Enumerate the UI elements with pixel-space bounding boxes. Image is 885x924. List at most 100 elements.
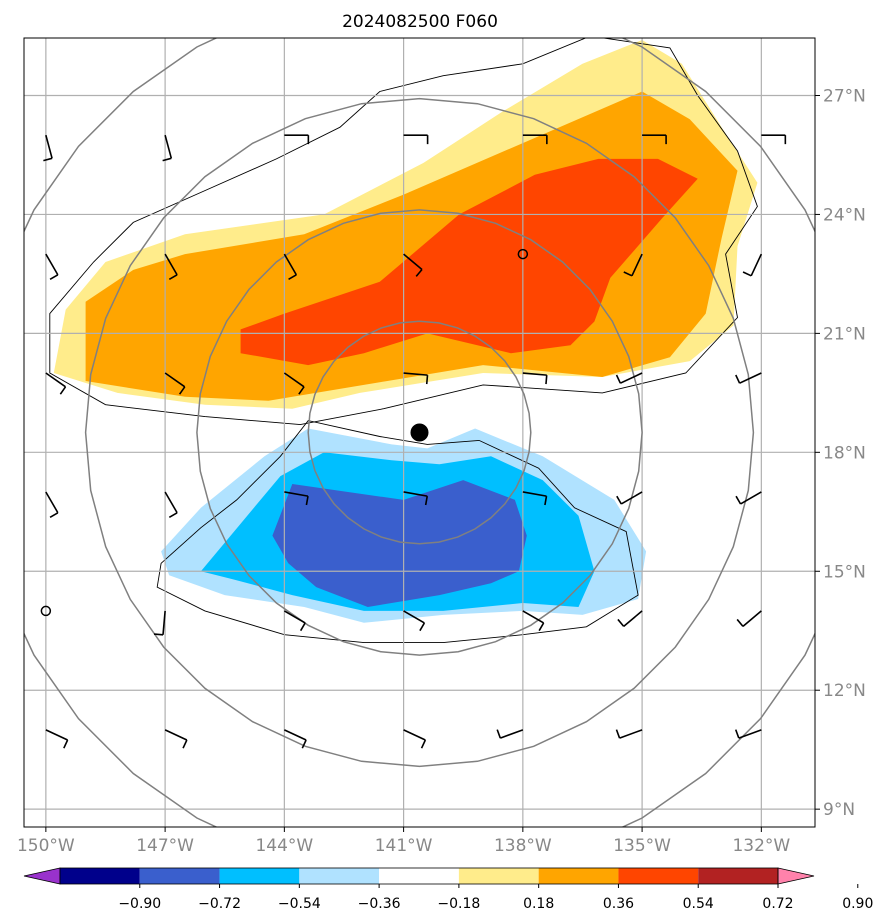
range-ring-2 bbox=[84, 97, 755, 768]
center-marker-layer bbox=[410, 423, 429, 442]
contour-outline-0 bbox=[49, 38, 758, 426]
wind-barb-25 bbox=[522, 491, 548, 506]
y-tick-label-1: 12°N bbox=[823, 681, 866, 701]
range-ring-3 bbox=[24, 38, 815, 827]
wind-barb-29 bbox=[153, 610, 166, 636]
plot-area bbox=[24, 38, 815, 827]
range-rings bbox=[24, 38, 815, 827]
wind-barb-2 bbox=[284, 134, 310, 145]
wind-barb-3 bbox=[403, 134, 429, 145]
wind-barb-13 bbox=[742, 253, 763, 277]
wind-barbs bbox=[40, 134, 787, 749]
plot-frame bbox=[23, 37, 816, 828]
wind-barb-14 bbox=[45, 372, 67, 395]
x-tick-label-1: 147°W bbox=[136, 836, 194, 856]
wind-barb-10 bbox=[403, 253, 423, 277]
colorbar-label-5: 0.18 bbox=[523, 896, 554, 912]
wind-barb-26 bbox=[616, 491, 643, 505]
storm-center-marker bbox=[410, 423, 429, 442]
x-tick-label-3: 141°W bbox=[375, 836, 433, 856]
colorbar-label-0: −0.90 bbox=[118, 896, 161, 912]
wind-barb-8 bbox=[164, 253, 178, 281]
colorbar-label-2: −0.54 bbox=[278, 896, 321, 912]
wind-barb-9 bbox=[283, 253, 298, 281]
x-tick-label-5: 135°W bbox=[613, 836, 671, 856]
y-tick-label-3: 18°N bbox=[823, 443, 866, 463]
wind-barb-16 bbox=[283, 372, 305, 395]
colorbar-segment-1 bbox=[60, 868, 140, 884]
wind-barb-30 bbox=[283, 610, 306, 632]
y-tick-label-0: 9°N bbox=[823, 800, 855, 820]
wind-barb-23 bbox=[284, 491, 309, 506]
wind-barb-38 bbox=[403, 729, 427, 749]
colorbar-frame bbox=[59, 867, 779, 885]
contour-fill-2 bbox=[240, 158, 698, 366]
colorbar-label-4: −0.18 bbox=[437, 896, 480, 912]
wind-barb-24 bbox=[403, 491, 429, 506]
wind-barb-35 bbox=[45, 729, 69, 749]
x-tick-label-4: 138°W bbox=[494, 836, 552, 856]
wind-barb-37 bbox=[284, 729, 307, 749]
colorbar: −0.90 −0.72 −0.54 −0.36 −0.18 0.18 0.36 0.54 0.7… bbox=[23, 867, 873, 912]
wind-barb-18 bbox=[522, 372, 548, 385]
wind-barb-4 bbox=[522, 134, 548, 145]
wind-barb-calm-11 bbox=[517, 248, 529, 260]
colorbar-segment-8 bbox=[618, 868, 699, 884]
wind-barb-21 bbox=[45, 491, 59, 518]
wind-barb-6 bbox=[761, 134, 787, 145]
range-ring-1 bbox=[196, 209, 643, 656]
wind-barb-34 bbox=[736, 610, 762, 627]
wind-barb-1 bbox=[162, 134, 173, 162]
y-axis-ticks: 9°N 12°N 15°N 18°N 21°N 24°N 27°N bbox=[815, 86, 866, 820]
wind-barb-0 bbox=[43, 134, 53, 162]
wind-barb-17 bbox=[403, 372, 429, 385]
wind-barb-33 bbox=[617, 610, 643, 627]
chart-title: 2024082500 F060 bbox=[342, 12, 498, 32]
wind-barb-41 bbox=[734, 729, 762, 739]
colorbar-label-3: −0.36 bbox=[358, 896, 401, 912]
colorbar-label-9: 0.90 bbox=[842, 896, 873, 912]
x-axis-ticks: 150°W 147°W 144°W 141°W 138°W 135°W 132°W bbox=[17, 827, 790, 856]
wind-barb-20 bbox=[735, 372, 762, 384]
wind-barb-27 bbox=[735, 491, 762, 505]
wind-barb-31 bbox=[403, 610, 426, 632]
colorbar-extend-high bbox=[777, 867, 815, 885]
colorbar-segment-5 bbox=[379, 868, 459, 884]
wind-barb-7 bbox=[45, 253, 59, 281]
colorbar-label-8: 0.72 bbox=[762, 896, 793, 912]
wind-barb-39 bbox=[496, 729, 524, 739]
colorbar-segment-4 bbox=[299, 868, 380, 884]
wind-barb-12 bbox=[623, 253, 643, 277]
wind-barb-15 bbox=[164, 372, 186, 395]
contour-outlines bbox=[49, 38, 758, 644]
grid-lines bbox=[24, 38, 815, 827]
colorbar-segment-7 bbox=[538, 868, 619, 884]
contour-outline-1 bbox=[156, 420, 639, 644]
wind-barb-calm-28 bbox=[40, 605, 52, 617]
colorbar-label-1: −0.72 bbox=[198, 896, 241, 912]
wind-barb-40 bbox=[615, 729, 643, 739]
y-tick-label-6: 27°N bbox=[823, 86, 866, 106]
y-tick-label-2: 15°N bbox=[823, 562, 866, 582]
colorbar-label-7: 0.54 bbox=[683, 896, 714, 912]
wind-barb-32 bbox=[522, 610, 545, 632]
x-tick-label-6: 132°W bbox=[732, 836, 790, 856]
range-ring-0 bbox=[307, 320, 532, 545]
colorbar-label-6: 0.36 bbox=[603, 896, 634, 912]
colorbar-segment-2 bbox=[139, 868, 220, 884]
x-tick-label-0: 150°W bbox=[17, 836, 75, 856]
y-tick-label-4: 21°N bbox=[823, 324, 866, 344]
colorbar-segment-3 bbox=[219, 868, 300, 884]
y-tick-label-5: 24°N bbox=[823, 205, 866, 225]
colorbar-segment-9 bbox=[698, 868, 778, 884]
wind-barb-22 bbox=[164, 491, 178, 518]
contour-fill-5 bbox=[272, 480, 527, 607]
x-tick-label-2: 144°W bbox=[255, 836, 313, 856]
contour-fills bbox=[53, 40, 758, 623]
wind-barb-5 bbox=[642, 134, 667, 145]
colorbar-segment-6 bbox=[458, 868, 539, 884]
wind-barb-36 bbox=[164, 729, 188, 749]
colorbar-extend-low bbox=[23, 867, 61, 885]
wind-barb-19 bbox=[615, 372, 643, 384]
